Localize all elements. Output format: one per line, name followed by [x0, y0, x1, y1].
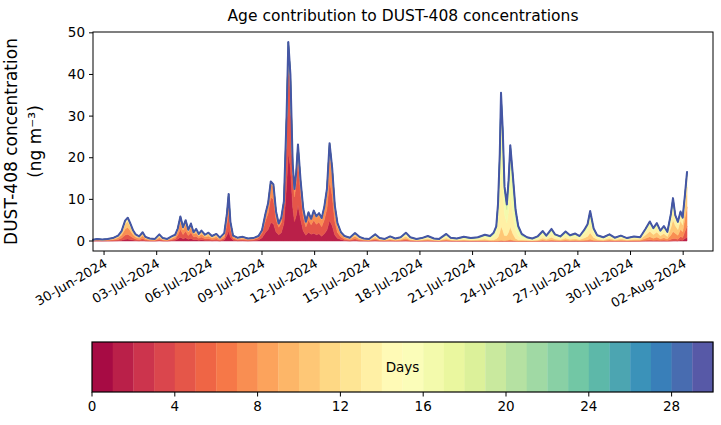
colorbar-segment	[527, 342, 548, 392]
colorbar-segment	[154, 342, 175, 392]
y-tick-label: 0	[76, 233, 85, 249]
y-axis-label-line1: DUST-408 concentration	[1, 38, 21, 245]
colorbar-segment	[196, 342, 217, 392]
colorbar-segment	[237, 342, 258, 392]
colorbar-tick-label: 24	[580, 398, 597, 414]
colorbar-segment	[692, 342, 713, 392]
y-tick-label: 50	[68, 24, 85, 40]
colorbar-segment	[133, 342, 154, 392]
colorbar-segment	[547, 342, 568, 392]
colorbar-segment	[610, 342, 631, 392]
colorbar-segment	[651, 342, 672, 392]
colorbar-segment	[672, 342, 693, 392]
chart-title: Age contribution to DUST-408 concentrati…	[228, 7, 579, 25]
colorbar-segment	[278, 342, 299, 392]
y-tick-label: 20	[68, 149, 85, 165]
colorbar-segment	[113, 342, 134, 392]
colorbar-tick-label: 0	[88, 398, 97, 414]
colorbar-segment	[630, 342, 651, 392]
colorbar-tick-label: 4	[171, 398, 180, 414]
y-axis-label-line2: (ng m⁻³)	[25, 105, 45, 178]
colorbar-segment	[361, 342, 382, 392]
colorbar-tick-label: 20	[497, 398, 514, 414]
colorbar-segment	[485, 342, 506, 392]
colorbar-title: Days	[386, 359, 420, 375]
colorbar-segment	[506, 342, 527, 392]
colorbar-tick-label: 16	[415, 398, 432, 414]
colorbar-segment	[568, 342, 589, 392]
colorbar-tick-label: 12	[332, 398, 349, 414]
colorbar-segment	[423, 342, 444, 392]
y-tick-label: 30	[68, 108, 85, 124]
colorbar-segment	[320, 342, 341, 392]
colorbar-segment	[216, 342, 237, 392]
colorbar-tick-label: 28	[663, 398, 680, 414]
y-tick-label: 40	[68, 66, 85, 82]
colorbar-segment	[92, 342, 113, 392]
colorbar-segment	[444, 342, 465, 392]
y-tick-label: 10	[68, 191, 85, 207]
colorbar-segment	[465, 342, 486, 392]
colorbar-segment	[589, 342, 610, 392]
colorbar-tick-label: 8	[253, 398, 262, 414]
figure-age-contribution: 0102030405030-Jun-202403-Jul-202406-Jul-…	[0, 0, 721, 425]
dust-age-chart: 0102030405030-Jun-202403-Jul-202406-Jul-…	[0, 0, 721, 425]
colorbar-segment	[340, 342, 361, 392]
colorbar-segment	[175, 342, 196, 392]
colorbar-segment	[258, 342, 279, 392]
colorbar-segment	[299, 342, 320, 392]
